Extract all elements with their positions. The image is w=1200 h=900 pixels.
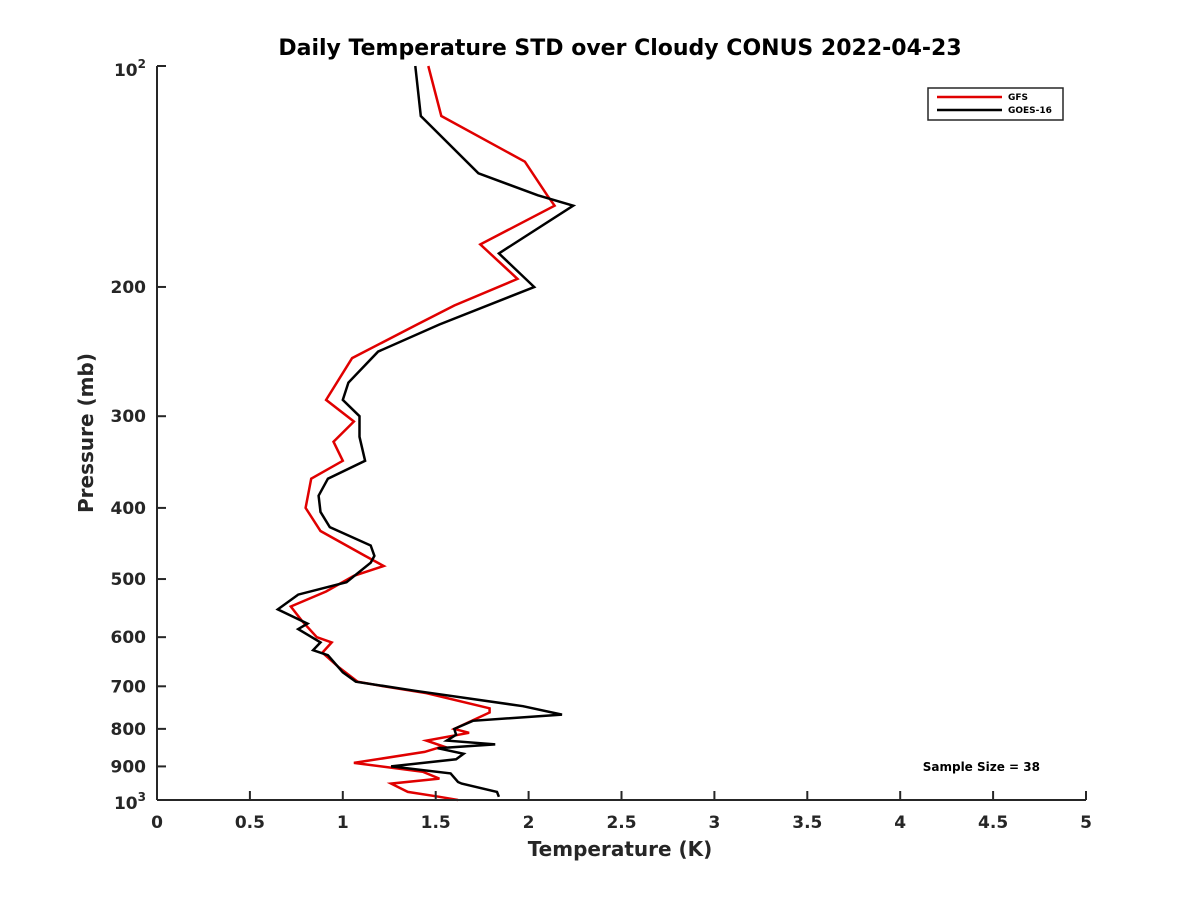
y-tick-label: 700 — [111, 677, 147, 697]
x-tick-label: 2.5 — [606, 813, 636, 833]
y-ticks: 200 300 400 500 600 700 800 900 — [111, 65, 166, 801]
x-tick-label: 3 — [708, 813, 720, 833]
y-axis-label: Pressure (mb) — [74, 353, 98, 513]
y-tick-label: 400 — [111, 499, 147, 519]
legend: GFS GOES-16 — [927, 87, 1064, 121]
x-tick-label: 4 — [894, 813, 906, 833]
legend-label-goes16: GOES-16 — [1008, 106, 1052, 116]
sample-size-annotation: Sample Size = 38 — [923, 760, 1040, 774]
legend-box — [927, 87, 1064, 121]
series-line-gfs — [288, 65, 557, 802]
axes — [156, 66, 1086, 801]
x-tick-label: 1 — [337, 813, 349, 833]
series-layer — [275, 65, 577, 802]
y-tick-label: 900 — [111, 757, 147, 777]
x-tick-label: 2 — [523, 813, 535, 833]
series-line-goes16 — [275, 65, 577, 798]
y-tick-label: 600 — [111, 628, 147, 648]
y-tick-bottom: 103 — [114, 790, 146, 814]
x-axis-label: Temperature (K) — [528, 837, 713, 861]
y-tick-top-base: 10 — [114, 61, 138, 81]
x-tick-label: 0.5 — [235, 813, 265, 833]
x-ticks: 0 0.5 1 1.5 2 2.5 3 3.5 4 4.5 5 — [151, 791, 1092, 833]
y-tick-bottom-exp: 3 — [138, 790, 146, 804]
y-tick-label: 300 — [111, 407, 147, 427]
y-tick-label: 500 — [111, 570, 147, 590]
y-tick-bottom-base: 10 — [114, 794, 138, 814]
chart-title: Daily Temperature STD over Cloudy CONUS … — [278, 36, 961, 61]
x-tick-label: 0 — [151, 813, 163, 833]
y-tick-top: 102 — [114, 57, 146, 81]
y-tick-label: 800 — [111, 720, 147, 740]
x-tick-label: 4.5 — [978, 813, 1008, 833]
y-tick-label: 200 — [111, 278, 147, 298]
legend-label-gfs: GFS — [1008, 93, 1028, 103]
x-tick-label: 1.5 — [421, 813, 451, 833]
y-tick-top-exp: 2 — [138, 57, 146, 71]
x-tick-label: 3.5 — [792, 813, 822, 833]
x-tick-label: 5 — [1080, 813, 1092, 833]
